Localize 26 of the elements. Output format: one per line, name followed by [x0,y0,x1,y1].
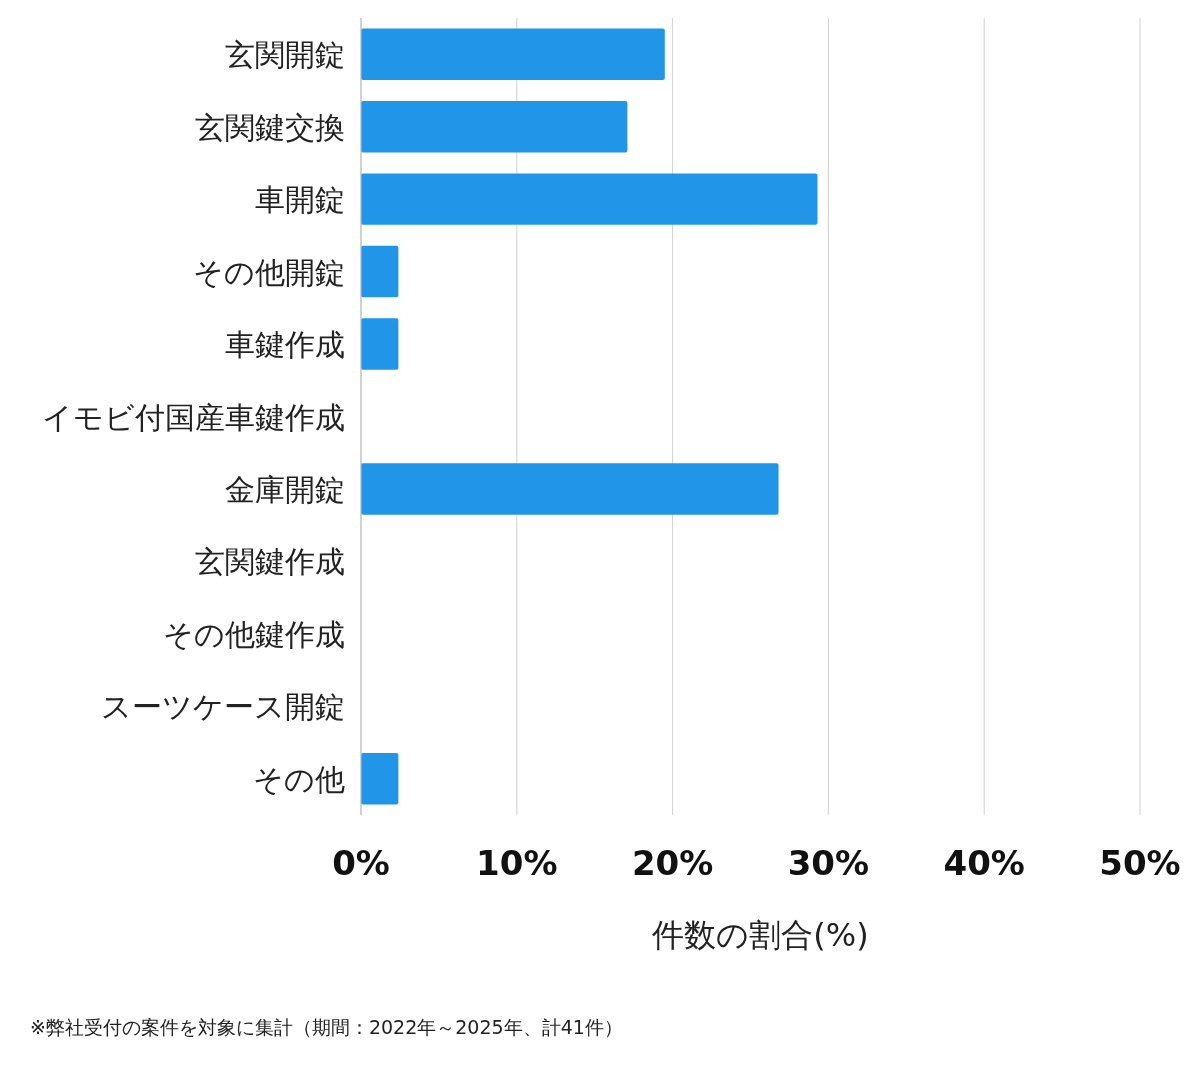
bar [361,100,628,153]
x-tick-label: 30% [787,843,870,883]
y-tick-label: 車開錠 [255,182,345,218]
bar [361,463,779,515]
x-tick-label: 20% [631,843,714,883]
bar [361,28,665,80]
y-tick-label: 金庫開錠 [225,471,345,507]
x-tick-label: 10% [476,843,558,883]
bar [361,753,399,805]
y-tick-label: スーツケース開錠 [101,689,345,725]
y-tick-label: 車鍵作成 [225,327,345,363]
bar [361,318,399,370]
y-tick-label: その他 [253,761,345,797]
x-tick-label: 0% [332,843,390,883]
y-tick-label: その他開錠 [193,254,345,290]
y-tick-label: その他鍵作成 [163,616,345,652]
x-tick-label: 40% [943,843,1025,883]
bar [361,173,818,225]
x-axis-title: 件数の割合(%) [652,916,869,954]
y-tick-label: 玄関鍵交換 [195,109,345,145]
bar [361,245,399,298]
y-tick-label: 玄関開錠 [225,37,345,73]
x-tick-label: 50% [1099,843,1181,883]
y-tick-label: 玄関鍵作成 [195,544,345,580]
text: ※弊社受付の案件を対象に集計（期間：2022年～2025年、計41件） [30,1016,623,1038]
y-tick-label: イモビ付国産車鍵作成 [42,399,345,435]
